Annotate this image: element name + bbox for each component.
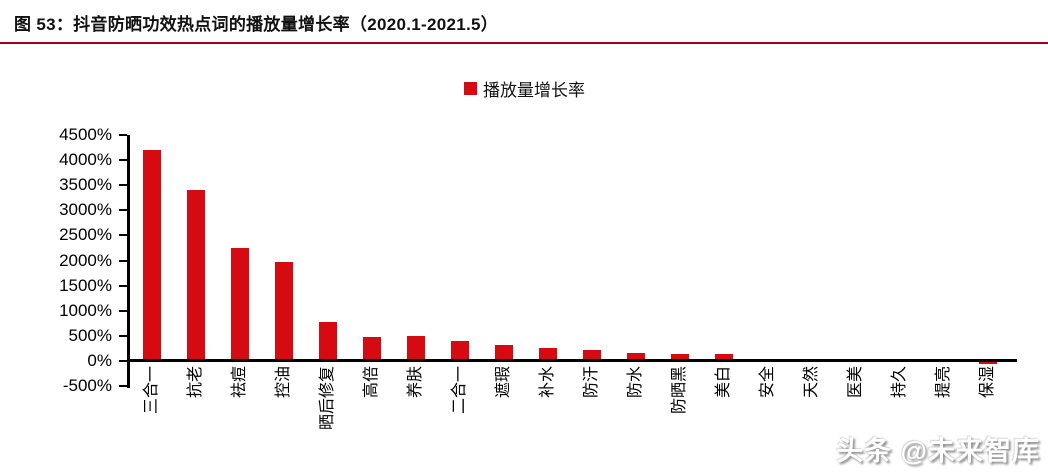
y-axis-tick-label: 1000% xyxy=(59,300,112,320)
bar-三合一 xyxy=(143,150,161,361)
x-axis-label: 控油 xyxy=(275,366,292,399)
bar-保湿 xyxy=(979,359,997,364)
bar-防水 xyxy=(627,353,645,361)
x-axis-label: 三合一 xyxy=(143,366,160,415)
y-axis-tick-label: 3500% xyxy=(59,175,112,195)
x-axis-label: 防汗 xyxy=(583,366,600,399)
title-underline-rule xyxy=(0,42,1048,44)
y-axis-tick-label: -500% xyxy=(62,376,112,395)
y-axis-tick-label: 4500% xyxy=(59,125,112,144)
bar-补水 xyxy=(539,347,557,361)
y-axis-tick-label: 1500% xyxy=(59,275,112,295)
y-axis-tick xyxy=(119,209,127,212)
y-axis-tick-label: 2000% xyxy=(59,250,112,270)
x-axis-label: 医美 xyxy=(847,366,864,399)
y-axis-tick xyxy=(119,184,127,187)
y-axis-tick xyxy=(119,284,127,287)
bar-控油 xyxy=(275,261,293,361)
x-axis-label: 遮瑕 xyxy=(495,366,512,399)
y-axis-tick xyxy=(119,134,127,136)
bar-二合一 xyxy=(451,340,469,361)
y-axis-tick-label: 4000% xyxy=(59,150,112,170)
x-axis-label: 美白 xyxy=(715,366,732,399)
bar-高倍 xyxy=(363,336,381,361)
bar-养肤 xyxy=(407,336,425,361)
x-axis-label: 祛痘 xyxy=(231,366,248,399)
y-axis-tick xyxy=(119,259,127,262)
x-axis-label: 防晒黑 xyxy=(671,366,688,415)
bar-祛痘 xyxy=(231,248,249,361)
y-axis-tick-label: 0% xyxy=(87,350,112,370)
chart-title: 图 53：抖音防晒功效热点词的播放量增长率（2020.1-2021.5） xyxy=(14,15,499,34)
legend-label: 播放量增长率 xyxy=(483,80,585,100)
y-axis-tick-label: 2500% xyxy=(59,225,112,245)
y-axis-tick xyxy=(119,159,127,162)
x-axis-label: 防水 xyxy=(627,366,644,399)
y-axis-tick xyxy=(119,385,127,387)
x-axis-label: 安全 xyxy=(759,366,776,399)
y-axis-line xyxy=(127,135,130,388)
x-axis-label: 保湿 xyxy=(979,366,996,399)
bar-抗老 xyxy=(187,190,205,361)
y-axis-tick xyxy=(119,359,127,362)
bar-美白 xyxy=(715,354,733,361)
watermark-text: 头条 @未来智库 xyxy=(836,436,1040,466)
y-axis-tick xyxy=(119,309,127,312)
y-axis-tick-label: 3000% xyxy=(59,200,112,220)
x-axis-label: 天然 xyxy=(803,366,820,399)
x-axis-label: 高倍 xyxy=(363,366,380,399)
bar-防晒黑 xyxy=(671,353,689,361)
x-axis-line xyxy=(127,358,1017,362)
legend: 播放量增长率 xyxy=(464,79,585,100)
x-axis-label: 二合一 xyxy=(451,366,468,415)
x-axis-label: 养肤 xyxy=(407,366,424,399)
bar-防汗 xyxy=(583,349,601,361)
x-axis-label: 持久 xyxy=(891,366,908,399)
x-axis-label: 提亮 xyxy=(935,366,952,399)
y-axis-tick xyxy=(119,334,127,337)
y-axis-tick-label: 500% xyxy=(68,325,112,345)
bar-晒后修复 xyxy=(319,321,337,361)
bar-遮瑕 xyxy=(495,345,513,361)
y-axis-tick xyxy=(119,234,127,237)
x-axis-label: 晒后修复 xyxy=(319,366,336,431)
x-axis-label: 抗老 xyxy=(187,366,204,399)
x-axis-label: 补水 xyxy=(539,366,556,399)
legend-swatch-icon xyxy=(464,81,477,95)
